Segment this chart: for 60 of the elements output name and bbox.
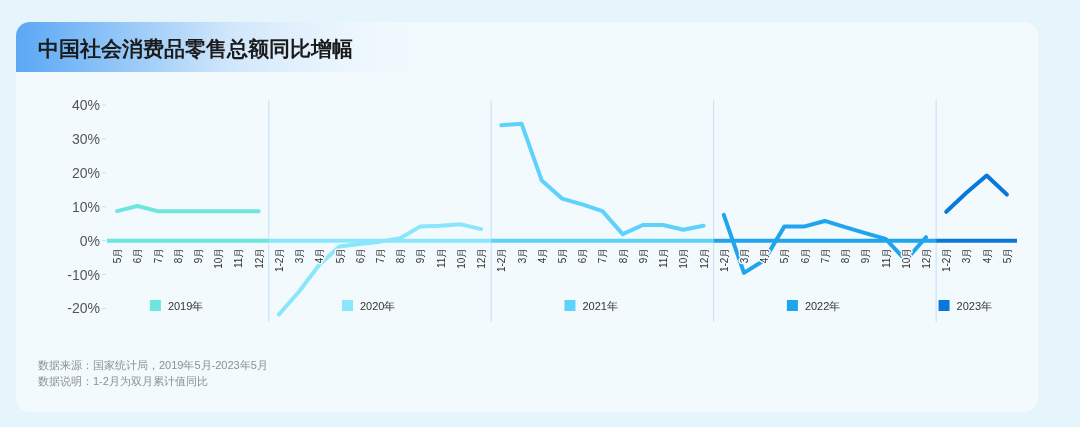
x-tick-label: 9月 (637, 247, 649, 264)
x-tick-label: 10月 (678, 247, 690, 269)
x-tick-label: 3月 (961, 247, 973, 264)
x-tick-label: 1-2月 (718, 247, 730, 273)
x-tick-label: 11月 (435, 247, 447, 269)
x-tick-label: 6月 (354, 247, 366, 264)
x-tick-label: 4月 (536, 247, 548, 264)
x-tick-label: 5月 (334, 247, 346, 264)
x-tick-label: 4月 (759, 247, 771, 264)
x-tick-label: 12月 (921, 247, 932, 269)
y-tick-label: 30% (71, 130, 100, 147)
chart-title: 中国社会消费品零售总额同比增幅 (38, 37, 353, 60)
x-tick-label: 1-2月 (941, 247, 953, 273)
y-tick-label: 0% (79, 232, 100, 249)
x-tick-label: 7月 (597, 247, 609, 264)
x-tick-label: 11月 (233, 247, 245, 269)
y-tick-label: 10% (71, 198, 100, 215)
text: 数据说明：1-2月为双月累计值同比 (38, 375, 208, 387)
legend-label: 2019年 (167, 300, 204, 312)
x-tick-label: 8月 (395, 247, 407, 264)
x-tick-label: 4月 (981, 247, 993, 264)
x-tick-label: 4月 (314, 247, 326, 264)
x-tick-label: 5月 (112, 247, 124, 264)
x-tick-label: 8月 (172, 247, 184, 264)
x-tick-label: 7月 (375, 247, 386, 264)
x-tick-label: 6月 (577, 247, 589, 264)
x-tick-label: 12月 (253, 247, 265, 269)
x-tick-label: 12月 (476, 247, 488, 269)
x-tick-label: 1-2月 (496, 247, 508, 273)
x-tick-label: 3月 (739, 247, 750, 264)
x-tick-label: 5月 (1001, 247, 1013, 264)
legend-label: 2022年 (804, 300, 841, 312)
y-tick-label: 20% (71, 164, 100, 181)
x-tick-label: 8月 (617, 247, 629, 264)
x-tick-label: 7月 (152, 247, 164, 264)
x-tick-label: 5月 (557, 247, 568, 264)
x-tick-label: 1-2月 (273, 247, 285, 273)
x-tick-label: 3月 (294, 247, 306, 264)
x-tick-label: 7月 (819, 247, 831, 264)
x-tick-label: 6月 (132, 247, 144, 264)
x-tick-label: 9月 (860, 247, 872, 264)
x-tick-label: 11月 (658, 247, 670, 269)
x-tick-label: 10月 (213, 247, 225, 269)
x-tick-label: 5月 (779, 247, 791, 264)
source-note: 数据来源：国家统计局，2019年5月-2023年5月 (38, 359, 268, 371)
y-tick-label: -10% (67, 266, 100, 283)
x-tick-label: 10月 (455, 247, 467, 269)
legend-label: 2023年 (956, 300, 993, 312)
x-tick-label: 3月 (516, 247, 528, 264)
x-tick-label: 9月 (415, 247, 427, 264)
x-tick-label: 8月 (840, 247, 852, 264)
legend-label: 2020年 (360, 300, 396, 312)
x-tick-label: 9月 (193, 247, 204, 264)
x-tick-label: 6月 (799, 247, 811, 264)
x-tick-label: 11月 (880, 247, 892, 269)
y-tick-label: -20% (67, 300, 100, 317)
x-tick-label: 10月 (900, 247, 912, 269)
y-tick-label: 40% (71, 97, 100, 113)
x-tick-label: 12月 (698, 247, 710, 269)
legend-label: 2021年 (582, 300, 618, 312)
